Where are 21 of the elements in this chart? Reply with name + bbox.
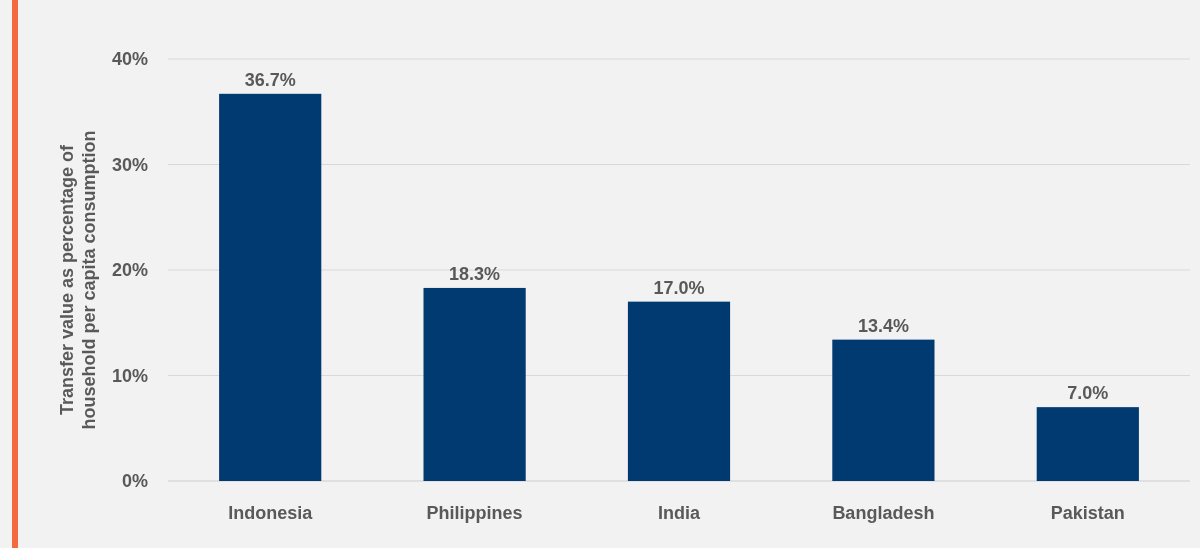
bar (1036, 407, 1139, 481)
data-label: 17.0% (653, 277, 705, 298)
bar (832, 339, 935, 481)
x-tick-label: Indonesia (228, 503, 314, 523)
y-tick-label: 10% (111, 365, 148, 386)
y-tick-label: 40% (111, 49, 148, 70)
x-tick-label: Bangladesh (832, 503, 935, 523)
x-tick-label: Pakistan (1050, 503, 1125, 523)
x-tick-label: Philippines (426, 503, 523, 523)
data-label: 18.3% (449, 263, 501, 284)
y-axis-title: Transfer value as percentage of household per capita consumption (57, 130, 99, 430)
y-tick-label: 0% (121, 471, 148, 492)
y-tick-label: 30% (111, 154, 148, 175)
bar (423, 287, 526, 481)
bar (627, 301, 731, 481)
bar (219, 93, 322, 481)
y-tick-label: 20% (111, 260, 148, 281)
data-label: 36.7% (244, 69, 296, 90)
data-label: 13.4% (857, 315, 909, 336)
x-tick-label: India (657, 503, 701, 523)
data-label: 7.0% (1067, 383, 1109, 404)
